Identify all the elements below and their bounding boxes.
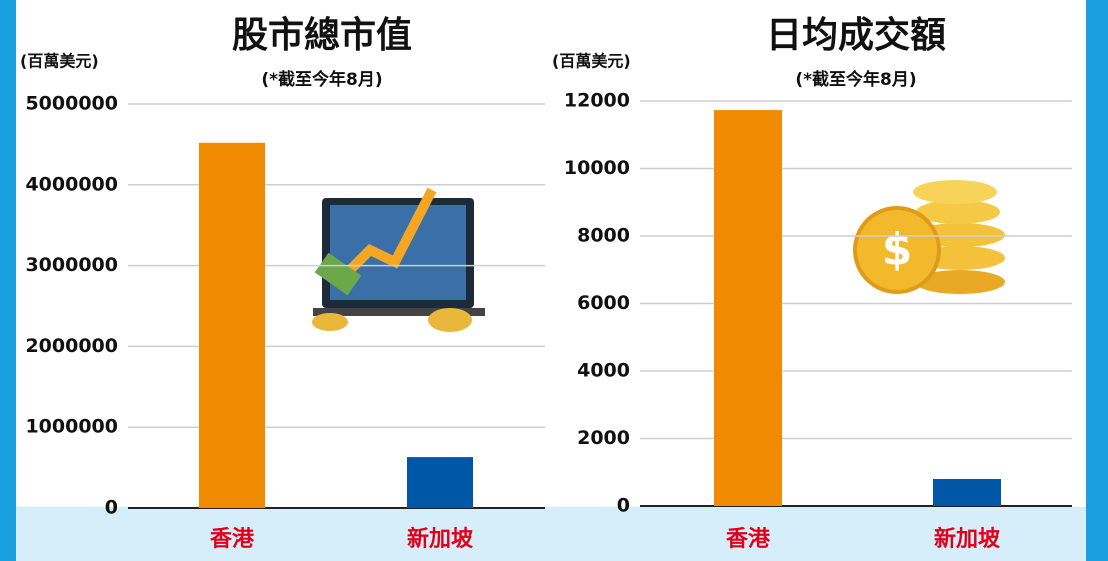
- y-tick-label: 0: [105, 497, 118, 519]
- page: $ 股市總市值 (*截至今年8月) (百萬美元) 0 1000000 2000000 300…: [0, 0, 1108, 561]
- bar: [714, 110, 782, 506]
- x-tick-label: 新加坡: [407, 526, 473, 552]
- chart-title: 股市總市值: [232, 14, 412, 56]
- y-tick-label: 0: [617, 495, 630, 517]
- y-tick-label: 8000: [577, 225, 630, 247]
- chart: $ 股市總市值 (*截至今年8月) (百萬美元) 0 1000000 2000000 300…: [0, 0, 1108, 561]
- coins-illustration: $: [855, 180, 1005, 294]
- x-tick-label: 香港: [726, 527, 771, 552]
- y-tick-label: 2000: [577, 427, 630, 449]
- monitor-illustration: [312, 190, 485, 332]
- y-axis-label: (百萬美元): [20, 52, 99, 71]
- bar: [199, 143, 265, 508]
- y-tick-label: 2000000: [25, 335, 118, 357]
- svg-text:$: $: [882, 224, 913, 275]
- chart-subtitle: (*截至今年8月): [795, 69, 916, 90]
- y-tick-label: 4000000: [25, 173, 118, 195]
- y-tick-label: 6000: [577, 292, 630, 314]
- y-axis-label: (百萬美元): [552, 52, 631, 71]
- frame-left: [0, 0, 16, 561]
- y-tick-label: 5000000: [25, 93, 118, 115]
- y-tick-label: 4000: [577, 360, 630, 382]
- x-tick-label: 新加坡: [934, 526, 1000, 552]
- frame-right: [1086, 0, 1108, 561]
- y-tick-label: 12000: [564, 90, 630, 112]
- bar: [933, 479, 1001, 506]
- bar: [407, 457, 473, 508]
- chart-subtitle: (*截至今年8月): [261, 69, 382, 90]
- y-tick-label: 1000000: [25, 416, 118, 438]
- x-tick-label: 香港: [210, 527, 255, 552]
- y-tick-label: 10000: [564, 157, 630, 179]
- y-tick-label: 3000000: [25, 254, 118, 276]
- chart-title: 日均成交額: [766, 14, 946, 56]
